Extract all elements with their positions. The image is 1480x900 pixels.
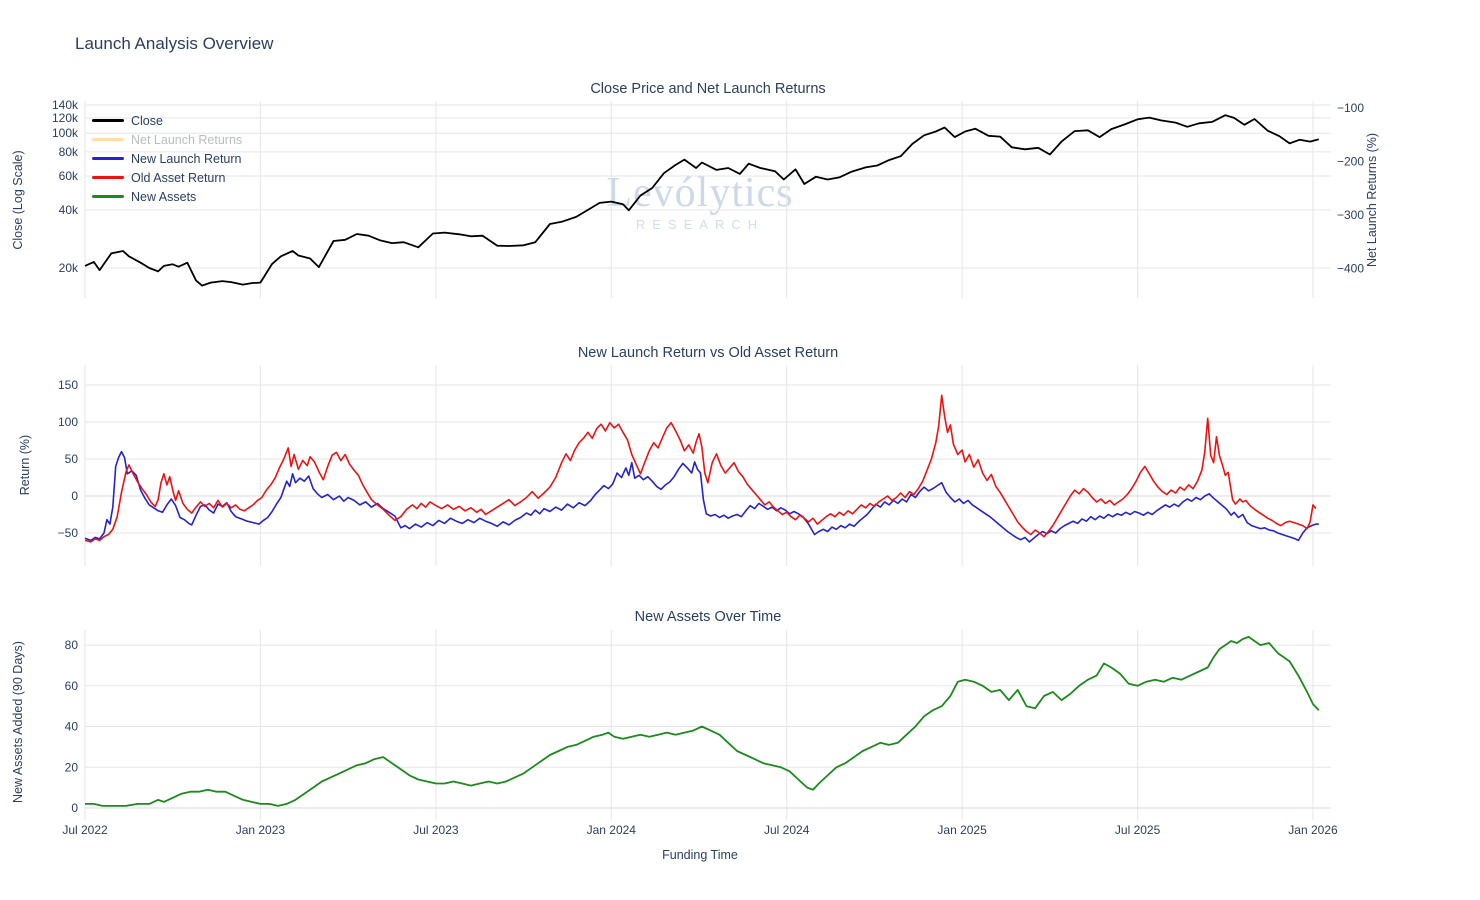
x-tick-label: Jan 2024 xyxy=(587,823,637,837)
y-tick-label-right: −200 xyxy=(1337,155,1364,169)
x-tick-label: Jan 2023 xyxy=(236,823,286,837)
y-tick-label: 60 xyxy=(65,679,79,693)
y-tick-label: 50 xyxy=(65,452,79,466)
y-tick-label: 20k xyxy=(59,261,79,275)
y-tick-label: 100 xyxy=(58,415,78,429)
y-tick-label: 0 xyxy=(71,489,78,503)
y-tick-label: 80k xyxy=(59,145,79,159)
close-line-swatch xyxy=(92,119,124,122)
legend-item-new-launch-return[interactable]: New Launch Return xyxy=(92,149,242,168)
x-tick-label: Jan 2025 xyxy=(937,823,987,837)
legend-item-new-assets[interactable]: New Assets xyxy=(92,187,242,206)
x-tick-label: Jul 2022 xyxy=(62,823,108,837)
y-tick-label: 20 xyxy=(65,760,79,774)
plot-area-1[interactable] xyxy=(85,365,1331,566)
y-tick-label: 40 xyxy=(65,720,79,734)
y-tick-label: 150 xyxy=(58,378,78,392)
legend-label: Close xyxy=(131,113,163,128)
new-launch-return-line-swatch xyxy=(92,157,124,160)
y-tick-label-right: −400 xyxy=(1337,262,1364,276)
new-assets-line-swatch xyxy=(92,195,124,198)
legend: Close Net Launch Returns New Launch Retu… xyxy=(92,111,242,206)
y-tick-label: 80 xyxy=(65,638,79,652)
y-tick-label: 140k xyxy=(52,98,79,112)
legend-label: Old Asset Return xyxy=(131,170,226,185)
x-tick-label: Jul 2023 xyxy=(413,823,459,837)
series-line-close[interactable] xyxy=(84,114,1320,287)
subplot-title-assets: New Assets Over Time xyxy=(634,609,782,625)
legend-label: New Assets xyxy=(131,189,197,204)
subplot-title-returns: New Launch Return vs Old Asset Return xyxy=(577,345,839,361)
xaxis-label-funding-time: Funding Time xyxy=(662,848,738,862)
net-launch-returns-line-swatch xyxy=(92,138,124,141)
y-tick-label-right: −100 xyxy=(1337,101,1364,115)
x-tick-label: Jul 2024 xyxy=(764,823,810,837)
series-line-old-asset-return[interactable] xyxy=(84,394,1317,543)
watermark: Levólytics RESEARCH xyxy=(606,172,793,232)
legend-label: New Launch Return xyxy=(131,151,242,166)
y-tick-label-right: −300 xyxy=(1337,208,1364,222)
series-line-new-assets[interactable] xyxy=(85,636,1320,807)
y-tick-label: 0 xyxy=(71,801,78,815)
plot-area-0[interactable] xyxy=(85,101,1331,298)
watermark-research: RESEARCH xyxy=(606,217,793,232)
legend-item-old-asset-return[interactable]: Old Asset Return xyxy=(92,168,242,187)
plot-area-2[interactable] xyxy=(85,630,1331,820)
x-tick-label: Jul 2025 xyxy=(1115,823,1161,837)
series-line-new-launch-return[interactable] xyxy=(84,450,1319,543)
legend-label: Net Launch Returns xyxy=(131,132,243,147)
subplot-title-price: Close Price and Net Launch Returns xyxy=(590,81,826,97)
y-tick-label: 120k xyxy=(52,111,79,125)
old-asset-return-line-swatch xyxy=(92,176,124,179)
watermark-brand: Levólytics xyxy=(606,172,793,214)
y-tick-label: 40k xyxy=(59,203,79,217)
page-title: Launch Analysis Overview xyxy=(75,34,274,53)
x-tick-label: Jan 2026 xyxy=(1288,823,1338,837)
y-tick-label: 100k xyxy=(52,126,79,140)
y-tick-label: 60k xyxy=(59,169,79,183)
y-tick-label: −50 xyxy=(58,526,79,540)
legend-item-close[interactable]: Close xyxy=(92,111,242,130)
legend-item-net-launch-returns[interactable]: Net Launch Returns xyxy=(92,130,242,149)
